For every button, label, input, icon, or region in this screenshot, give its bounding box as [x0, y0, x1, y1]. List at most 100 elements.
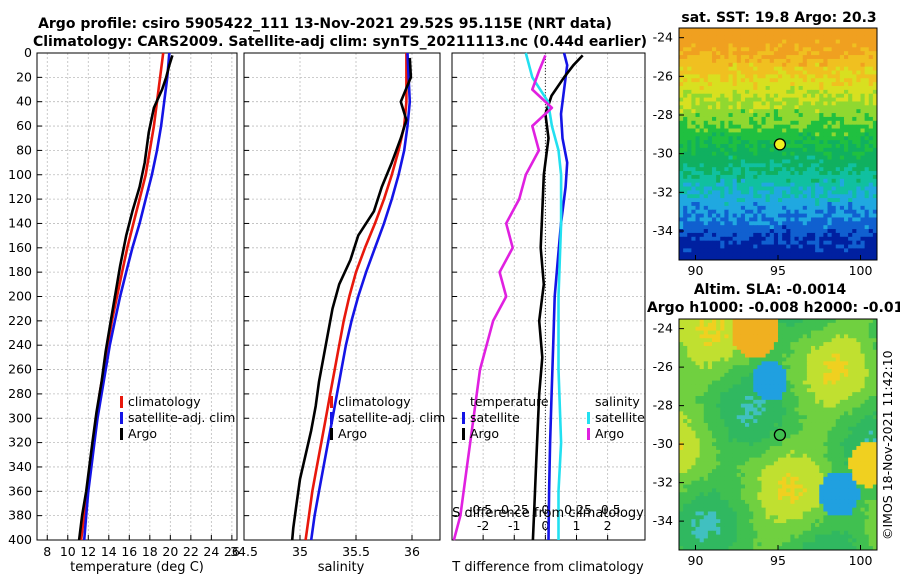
- map-cell: [707, 62, 713, 68]
- map-cell: [707, 82, 713, 87]
- map-cell: [769, 89, 775, 95]
- map-cell: [811, 151, 816, 157]
- map-cell: [802, 415, 808, 420]
- map-cell: [732, 438, 738, 443]
- map-cell: [745, 449, 750, 455]
- map-cell: [687, 213, 692, 218]
- map-cell: [839, 434, 845, 439]
- map-cell: [765, 426, 771, 432]
- map-cell: [864, 326, 870, 332]
- map-cell: [864, 47, 870, 52]
- map-cell: [716, 78, 721, 83]
- map-cell: [749, 353, 754, 358]
- map-cell: [798, 82, 804, 87]
- map-cell: [749, 256, 754, 261]
- map-cell: [753, 209, 758, 215]
- legend-label-argo: Argo: [338, 426, 367, 441]
- map-cell: [695, 415, 701, 420]
- map-cell: [769, 240, 775, 246]
- map-cell: [691, 140, 697, 145]
- map-cell: [695, 217, 701, 222]
- map-cell: [720, 171, 725, 176]
- map-cell: [798, 213, 804, 218]
- map-cell: [724, 426, 730, 432]
- map-cell: [691, 66, 697, 72]
- map-cell: [831, 43, 837, 48]
- map-cell: [749, 58, 754, 64]
- map-cell: [806, 186, 812, 191]
- map-cell: [848, 171, 853, 176]
- map-cell: [761, 151, 767, 157]
- map-cell: [839, 128, 845, 133]
- map-cell: [835, 105, 841, 110]
- map-cell: [720, 256, 725, 261]
- map-cell: [794, 182, 800, 188]
- map-cell: [707, 209, 713, 215]
- map-cell: [720, 194, 725, 199]
- map-cell: [732, 213, 738, 218]
- map-cell: [806, 342, 812, 347]
- map-cell: [769, 411, 775, 416]
- map-cell: [806, 62, 812, 68]
- map-cell: [798, 457, 804, 462]
- map-cell: [765, 101, 771, 106]
- map-cell: [695, 326, 701, 332]
- map-cell: [745, 132, 750, 137]
- map-cell: [815, 221, 820, 226]
- map-cell: [761, 426, 767, 432]
- map-cell: [765, 403, 771, 409]
- map-cell: [728, 132, 734, 137]
- map-cell: [732, 461, 738, 466]
- map-cell: [827, 225, 833, 230]
- map-cell: [699, 457, 705, 462]
- map-cell: [765, 39, 771, 44]
- map-cell: [761, 186, 767, 191]
- map-cell: [823, 147, 829, 153]
- map-cell: [761, 380, 767, 385]
- map-cell: [872, 236, 878, 242]
- map-cell: [745, 120, 750, 126]
- map-cell: [720, 338, 725, 343]
- map-cell: [679, 205, 684, 211]
- map-cell: [712, 322, 717, 328]
- map-cell: [819, 109, 824, 114]
- map-cell: [839, 205, 845, 211]
- map-cell: [773, 396, 779, 401]
- map-cell: [782, 256, 787, 261]
- map-cell: [848, 248, 853, 253]
- map-cell: [798, 461, 804, 466]
- map-cell: [740, 101, 746, 106]
- map-cell: [827, 411, 833, 416]
- map-cell: [868, 202, 874, 207]
- map-cell: [749, 132, 754, 137]
- map-cell: [761, 372, 767, 378]
- map-cell: [703, 47, 709, 52]
- map-cell: [823, 205, 829, 211]
- map-cell: [819, 438, 824, 443]
- map-cell: [683, 174, 688, 180]
- map-cell: [749, 338, 754, 343]
- map-cell: [856, 457, 862, 462]
- map-cell: [864, 438, 870, 443]
- map-cell: [815, 403, 820, 409]
- map-cell: [773, 147, 779, 153]
- map-cell: [687, 202, 692, 207]
- map-cell: [728, 449, 734, 455]
- map-cell: [753, 353, 758, 358]
- map-cell: [827, 82, 833, 87]
- map-cell: [848, 109, 853, 114]
- map-cell: [839, 330, 845, 335]
- map-cell: [839, 62, 845, 68]
- map-cell: [757, 159, 763, 164]
- map-y-tick-label: -24: [653, 30, 673, 45]
- map-cell: [790, 446, 796, 451]
- map-cell: [844, 369, 849, 374]
- map-cell: [732, 256, 738, 261]
- map-cell: [773, 74, 779, 79]
- map-cell: [823, 349, 829, 355]
- map-cell: [823, 93, 829, 99]
- map-cell: [699, 190, 705, 195]
- map-cell: [712, 229, 717, 234]
- map-cell: [852, 334, 857, 339]
- map-cell: [778, 51, 783, 56]
